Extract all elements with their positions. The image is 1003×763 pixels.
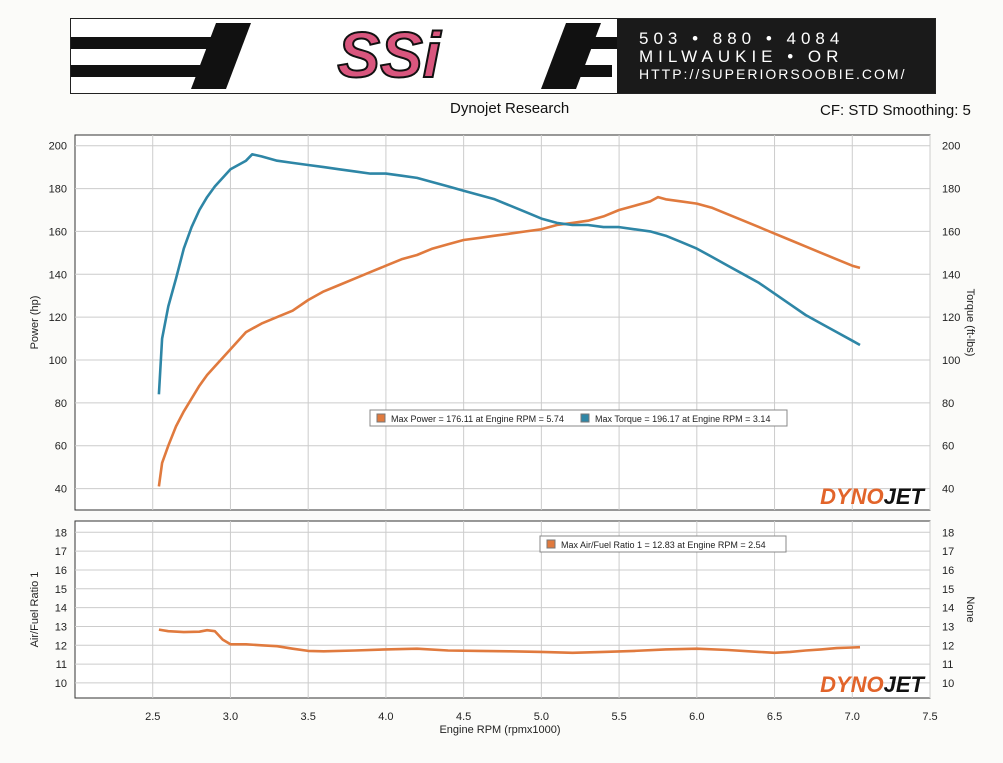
y-axis-title: Power (hp) (29, 296, 41, 350)
power-legend-swatch (376, 413, 386, 423)
correction-factor: CF: STD Smoothing: 5 (820, 102, 971, 119)
x-tick-label: 4.5 (456, 711, 471, 723)
afr-legend-text: Max Air/Fuel Ratio 1 = 12.83 at Engine R… (561, 540, 766, 550)
logo-bar-right-top (571, 37, 617, 49)
x-tick-label: 3.5 (301, 711, 316, 723)
y2-tick-label: 12 (942, 640, 954, 652)
ssi-logo-text: SSi (337, 19, 441, 91)
y2-tick-label: 140 (942, 269, 960, 281)
y-tick-label: 13 (55, 621, 67, 633)
y2-tick-label: 40 (942, 484, 954, 496)
y2-tick-label: 11 (942, 659, 953, 671)
report-title: Dynojet Research (450, 100, 570, 117)
power-legend-text: Max Power = 176.11 at Engine RPM = 5.74 (391, 414, 564, 424)
y-tick-label: 40 (55, 484, 67, 496)
y2-axis-title: None (964, 596, 976, 622)
y-tick-label: 160 (49, 226, 67, 238)
torque-series-line (157, 153, 861, 395)
x-tick-label: 5.5 (611, 711, 626, 723)
y2-tick-label: 180 (942, 184, 960, 196)
y2-tick-label: 160 (942, 226, 960, 238)
y2-tick-label: 120 (942, 312, 960, 324)
plot-frame-1 (74, 134, 931, 511)
dyno-header-banner: SSi 503 • 880 • 4084 MILWAUKIE • OR HTTP… (70, 18, 936, 94)
y-tick-label: 14 (55, 603, 67, 615)
y2-tick-label: 18 (942, 527, 954, 539)
afr-series-line (158, 628, 861, 655)
y2-tick-label: 100 (942, 355, 960, 367)
x-tick-label: 6.0 (689, 711, 704, 723)
y-tick-label: 120 (49, 312, 67, 324)
logo-bar-right-bottom (566, 65, 612, 77)
contact-panel (617, 19, 935, 93)
y2-tick-label: 14 (942, 603, 954, 615)
x-axis-title: Engine RPM (rpmx1000) (439, 724, 560, 736)
torque-legend-swatch (580, 413, 590, 423)
x-tick-label: 4.0 (378, 711, 393, 723)
y2-axis-title: Torque (ft-lbs) (964, 289, 976, 357)
x-tick-label: 7.5 (922, 711, 937, 723)
power-series-line (157, 195, 861, 487)
y-tick-label: 80 (55, 398, 67, 410)
x-tick-label: 5.0 (534, 711, 549, 723)
y2-tick-label: 60 (942, 441, 954, 453)
y2-tick-label: 200 (942, 141, 960, 153)
plot-frame-2 (74, 520, 931, 699)
website-url: HTTP://SUPERIORSOOBIE.COM/ (639, 66, 907, 82)
torque-legend-text: Max Torque = 196.17 at Engine RPM = 3.14 (595, 414, 770, 424)
x-tick-label: 2.5 (145, 711, 160, 723)
y-tick-label: 100 (49, 355, 67, 367)
y2-tick-label: 15 (942, 584, 954, 596)
y-tick-label: 15 (55, 584, 67, 596)
y2-tick-label: 16 (942, 565, 954, 577)
y-tick-label: 11 (56, 659, 67, 671)
y-tick-label: 200 (49, 141, 67, 153)
y2-tick-label: 17 (942, 546, 954, 558)
y-tick-label: 16 (55, 565, 67, 577)
y-tick-label: 180 (49, 184, 67, 196)
logo-bar-left-top (71, 37, 211, 49)
y-tick-label: 17 (55, 546, 67, 558)
y-tick-label: 60 (55, 441, 67, 453)
afr-legend-swatch (546, 539, 556, 549)
afr-legend-box (539, 535, 787, 553)
x-tick-label: 7.0 (845, 711, 860, 723)
y2-tick-label: 13 (942, 621, 954, 633)
ssi-logo: SSi (71, 19, 935, 93)
dynojet-watermark: DYNOJET (820, 672, 925, 697)
y2-tick-label: 10 (942, 678, 954, 690)
y-axis-title: Air/Fuel Ratio 1 (29, 572, 41, 648)
y-tick-label: 140 (49, 269, 67, 281)
y2-tick-label: 80 (942, 398, 954, 410)
y-tick-label: 18 (55, 527, 67, 539)
dynojet-watermark: DYNOJET (820, 484, 925, 509)
legend-box (369, 409, 788, 427)
x-tick-label: 3.0 (223, 711, 238, 723)
x-tick-label: 6.5 (767, 711, 782, 723)
y-tick-label: 12 (55, 640, 67, 652)
y-tick-label: 10 (55, 678, 67, 690)
location: MILWAUKIE • OR (639, 47, 844, 66)
logo-bar-left-bottom (71, 65, 201, 77)
logo-slash-left (191, 23, 251, 89)
phone-number: 503 • 880 • 4084 (639, 29, 845, 48)
